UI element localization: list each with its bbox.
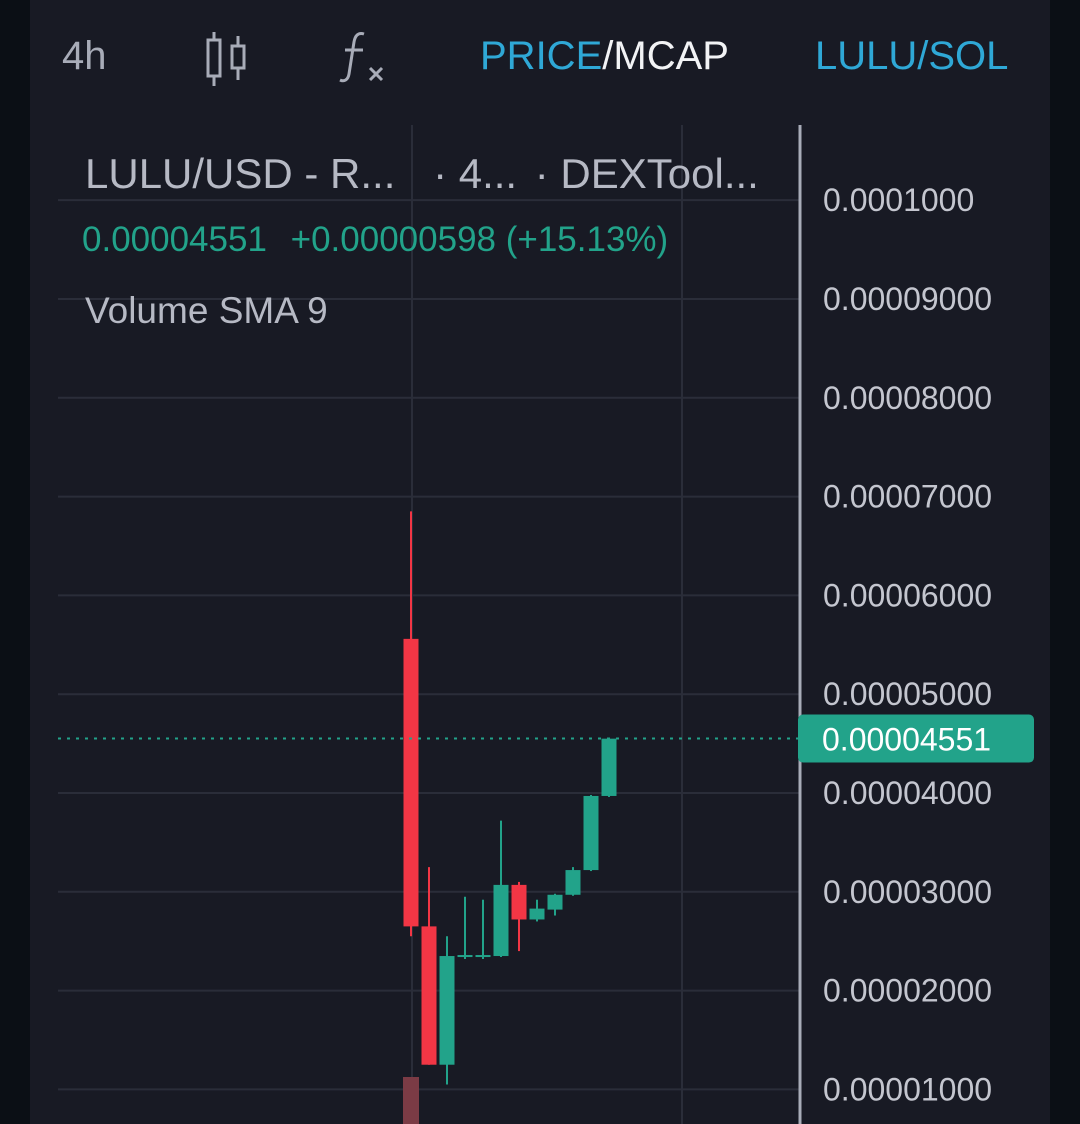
candle-body[interactable] [529, 908, 545, 920]
y-tick-label: 0.00004000 [823, 775, 992, 811]
pair-selector[interactable]: LULU/SOL [815, 34, 1009, 78]
current-price-label: 0.00004551 [822, 722, 991, 758]
legend-last-price: 0.00004551 [82, 220, 267, 259]
candlestick-icon[interactable] [202, 30, 252, 88]
legend-title: LULU/USD - R... · 4... · DEXTool... [85, 150, 759, 198]
interval-button[interactable]: 4h [62, 34, 107, 78]
candle-body[interactable] [547, 894, 563, 910]
mcap-option[interactable]: MCAP [613, 34, 729, 78]
y-tick-label: 0.00008000 [823, 380, 992, 416]
y-tick-label: 0.00006000 [823, 577, 992, 613]
current-price-tag [798, 714, 1034, 763]
y-tick-label: 0.00003000 [823, 874, 992, 910]
legend-volume-indicator: Volume SMA 9 [85, 290, 328, 331]
candle-body[interactable] [565, 870, 581, 895]
candle-body[interactable] [403, 638, 419, 927]
function-fx-icon[interactable] [338, 28, 398, 86]
y-tick-label: 0.00001000 [823, 1071, 992, 1107]
chart-toolbar: 4h PRICE/MCAP LULU/SOL [30, 0, 1050, 115]
candle-body[interactable] [439, 956, 455, 1065]
legend-source: · DEXTool... [534, 150, 759, 197]
legend-interval: · 4... [433, 150, 518, 197]
price-option[interactable]: PRICE [480, 34, 603, 78]
toggle-separator: / [602, 34, 614, 78]
candle-body[interactable] [511, 884, 527, 920]
y-tick-label: 0.0001000 [823, 182, 974, 218]
y-tick-label: 0.00009000 [823, 281, 992, 317]
candle-body[interactable] [601, 738, 617, 796]
chart-app: 4h PRICE/MCAP LULU/SOL 0.0001000 0.000090… [30, 0, 1050, 1124]
candle-body[interactable] [421, 926, 437, 1065]
legend-symbol: LULU/USD - R... [85, 150, 396, 197]
y-tick-label: 0.00007000 [823, 479, 992, 515]
price-chart[interactable]: 0.0001000 0.00009000 0.00008000 0.00007000 0… [30, 0, 1050, 1124]
candle-body[interactable] [475, 955, 491, 958]
y-tick-label: 0.00005000 [823, 676, 992, 712]
legend-values: 0.00004551 +0.00000598 (+15.13%) [82, 220, 682, 260]
volume-bar [403, 1077, 419, 1124]
candle-body[interactable] [457, 955, 473, 958]
legend-change: +0.00000598 (+15.13%) [290, 220, 669, 259]
candle-body[interactable] [583, 795, 599, 871]
candle-body[interactable] [493, 884, 509, 957]
y-tick-label: 0.00002000 [823, 973, 992, 1009]
price-mcap-toggle[interactable]: PRICE/MCAP [480, 30, 729, 82]
